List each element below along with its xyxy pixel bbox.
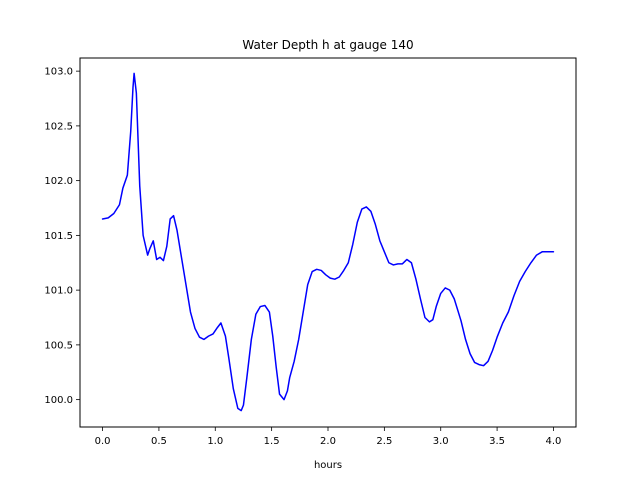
x-axis-label: hours (314, 460, 342, 471)
x-axis: 0.0 0.5 1.0 1.5 2.0 2.5 3.0 3.5 4.0 (95, 427, 562, 447)
x-tick-label: 0.0 (95, 436, 111, 447)
y-tick-label: 102.5 (44, 121, 73, 132)
axes-frame (79, 57, 577, 428)
series-line-0 (101, 72, 555, 412)
x-tick-label: 4.0 (546, 436, 562, 447)
y-tick-label: 100.5 (44, 340, 73, 351)
y-axis: 100.0 100.5 101.0 101.5 102.0 102.5 103.0 (44, 67, 80, 406)
x-tick-label: 2.5 (376, 436, 392, 447)
y-tick-label: 100.0 (44, 395, 73, 406)
x-tick-label: 3.0 (433, 436, 449, 447)
x-tick-label: 1.5 (264, 436, 280, 447)
y-tick-label: 102.0 (44, 176, 73, 187)
x-tick-label: 1.0 (207, 436, 223, 447)
chart-title: Water Depth h at gauge 140 (242, 38, 413, 52)
x-tick-label: 2.0 (320, 436, 336, 447)
x-tick-label: 0.5 (151, 436, 167, 447)
x-tick-label: 3.5 (489, 436, 505, 447)
plot-area (101, 72, 555, 412)
y-tick-label: 101.0 (44, 286, 73, 297)
y-tick-label: 103.0 (44, 67, 73, 78)
y-tick-label: 101.5 (44, 231, 73, 242)
